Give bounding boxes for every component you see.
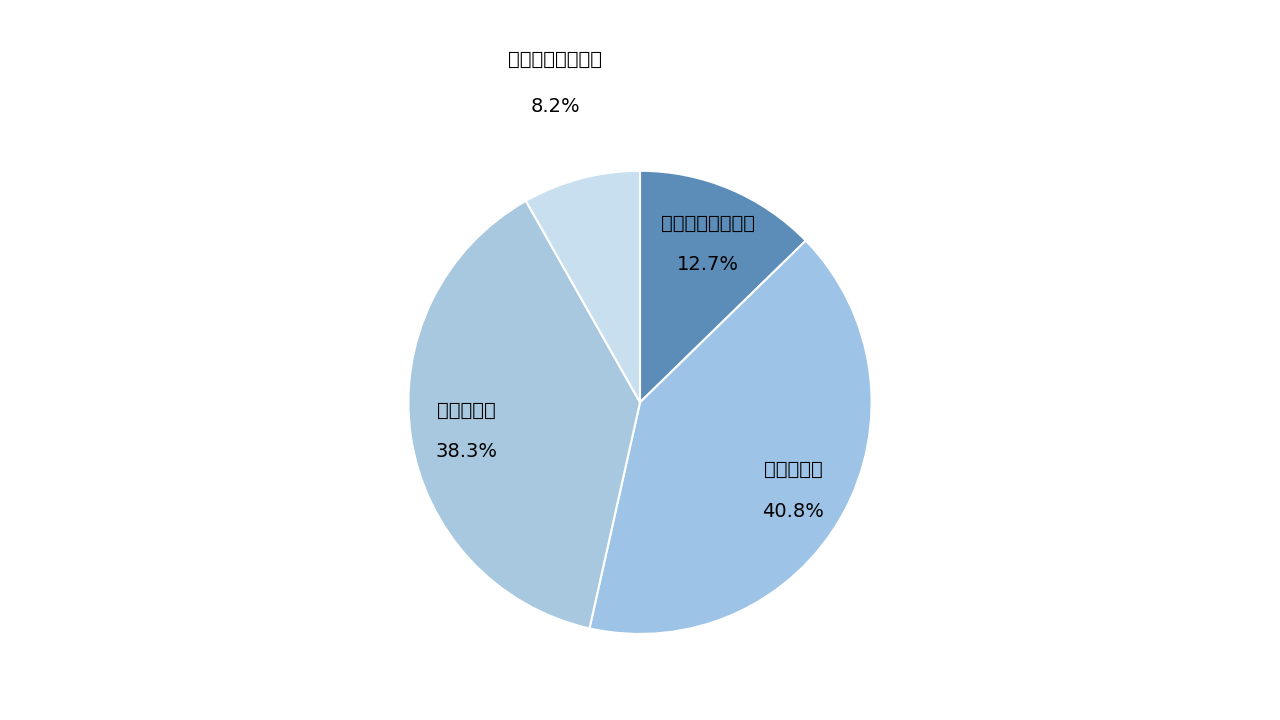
Text: 12.7%: 12.7% [677, 255, 739, 274]
Wedge shape [590, 240, 872, 634]
Text: 38.3%: 38.3% [435, 442, 498, 462]
Text: 8.2%: 8.2% [530, 97, 580, 116]
Text: とても探しやすい: とても探しやすい [660, 214, 755, 233]
Wedge shape [526, 171, 640, 402]
Wedge shape [640, 171, 806, 402]
Wedge shape [408, 201, 640, 629]
Text: 探しにくい: 探しにくい [438, 400, 497, 420]
Text: 40.8%: 40.8% [762, 502, 824, 521]
Text: とても探しにくい: とても探しにくい [508, 50, 602, 69]
Text: 探しやすい: 探しやすい [764, 460, 822, 480]
